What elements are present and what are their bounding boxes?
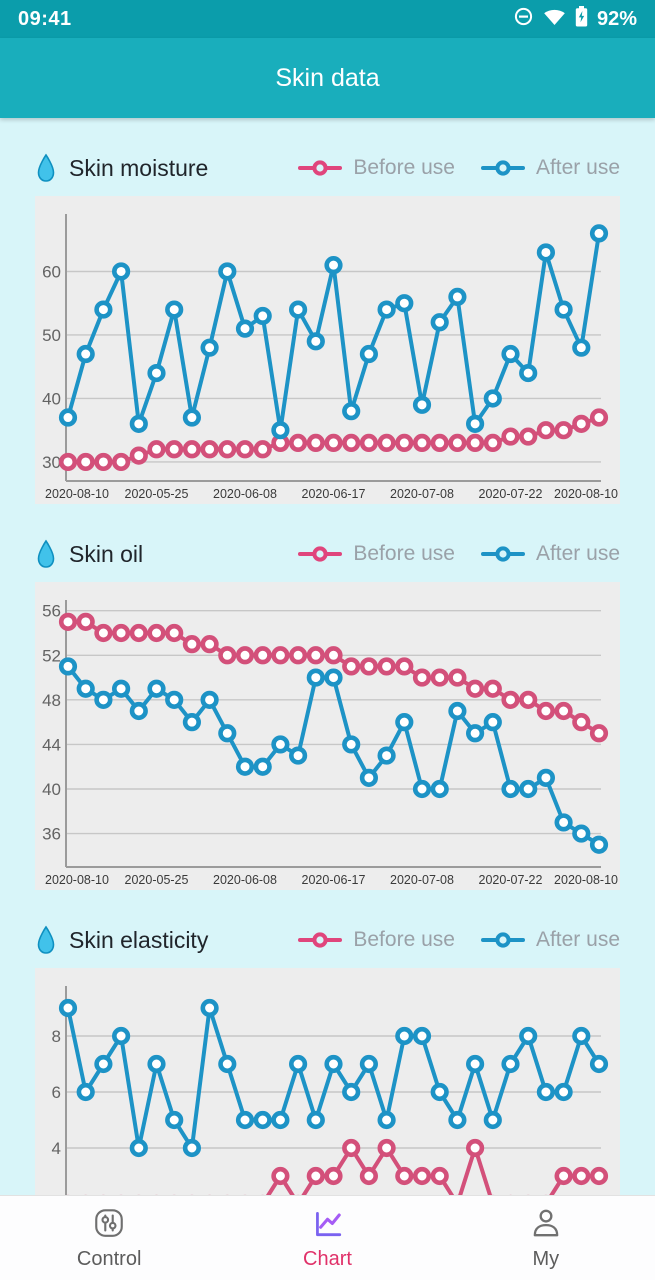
section-header: Skin oil Before use After use (35, 531, 620, 577)
svg-text:2020-08-10: 2020-08-10 (45, 873, 109, 887)
legend-before-swatch (298, 546, 343, 562)
section-title: Skin elasticity (69, 926, 209, 953)
person-icon (529, 1206, 563, 1245)
skin-oil-chart: 36 40 44 48 52 56 2020-08-10 2020-05-25 2020-06-… (35, 582, 620, 890)
svg-text:48: 48 (42, 691, 61, 710)
skin-moisture-section: Skin moisture Before use After use 30 40 5… (35, 145, 620, 504)
app-bar: Skin data (0, 38, 655, 118)
svg-text:2020-07-22: 2020-07-22 (479, 873, 543, 887)
svg-text:2020-06-08: 2020-06-08 (213, 487, 277, 501)
water-drop-icon (35, 153, 57, 183)
control-sliders-icon (92, 1206, 126, 1245)
svg-text:2020-06-08: 2020-06-08 (213, 873, 277, 887)
line-chart: 30 40 50 60 2020-08-10 2020-05-25 2020-06-08 20… (42, 214, 618, 501)
battery-percent: 92% (596, 7, 637, 30)
do-not-disturb-icon (513, 6, 534, 32)
svg-text:2020-05-25: 2020-05-25 (125, 873, 189, 887)
nav-label-my: My (532, 1247, 560, 1270)
battery-charging-icon (575, 6, 588, 32)
svg-text:6: 6 (52, 1083, 61, 1102)
svg-text:36: 36 (42, 825, 61, 844)
page-title: Skin data (275, 63, 380, 92)
wifi-icon (543, 7, 566, 31)
svg-text:2020-07-22: 2020-07-22 (479, 487, 543, 501)
legend-before-swatch (298, 932, 343, 948)
bottom-navigation: Control Chart My (0, 1195, 655, 1280)
legend-after: After use (480, 542, 620, 566)
legend-before: Before use (298, 156, 455, 180)
nav-label-control: Control (76, 1247, 142, 1270)
svg-text:2020-06-17: 2020-06-17 (302, 873, 366, 887)
section-title: Skin oil (69, 540, 144, 567)
svg-text:52: 52 (42, 646, 61, 665)
svg-text:44: 44 (42, 735, 61, 754)
status-time: 09:41 (18, 7, 72, 30)
svg-text:2020-05-25: 2020-05-25 (125, 487, 189, 501)
legend-after-label: After use (535, 928, 620, 951)
legend-after: After use (480, 156, 620, 180)
water-drop-icon (35, 539, 57, 569)
svg-text:30: 30 (42, 453, 61, 472)
svg-text:2020-08-10: 2020-08-10 (45, 487, 109, 501)
svg-text:60: 60 (42, 262, 61, 281)
svg-text:50: 50 (42, 326, 61, 345)
legend-after-swatch (480, 546, 525, 562)
water-drop-icon (35, 925, 57, 955)
line-chart-icon (310, 1206, 344, 1245)
skin-oil-section: Skin oil Before use After use 36 40 44 48 52… (35, 531, 620, 890)
legend-after-swatch (480, 160, 525, 176)
nav-item-control[interactable]: Control (0, 1196, 218, 1280)
svg-text:8: 8 (52, 1027, 61, 1046)
section-header: Skin moisture Before use After use (35, 145, 620, 191)
legend-after-label: After use (535, 542, 620, 565)
legend-after-label: After use (535, 156, 620, 179)
legend-before-label: Before use (353, 928, 455, 951)
legend-before: Before use (298, 542, 455, 566)
svg-text:4: 4 (52, 1139, 61, 1158)
status-bar: 09:41 92% (0, 0, 655, 38)
svg-text:56: 56 (42, 602, 61, 621)
svg-text:2020-07-08: 2020-07-08 (390, 873, 454, 887)
skin-moisture-chart: 30 40 50 60 2020-08-10 2020-05-25 2020-06-08 20… (35, 196, 620, 504)
svg-text:2020-08-10: 2020-08-10 (554, 873, 618, 887)
nav-item-my[interactable]: My (437, 1196, 655, 1280)
legend-after: After use (480, 928, 620, 952)
legend-before-label: Before use (353, 542, 455, 565)
svg-text:2020-08-10: 2020-08-10 (554, 487, 618, 501)
nav-label-chart: Chart (303, 1247, 352, 1270)
nav-item-chart[interactable]: Chart (218, 1196, 436, 1280)
legend-after-swatch (480, 932, 525, 948)
chart-legend: Before use After use (298, 542, 620, 566)
legend-before-swatch (298, 160, 343, 176)
section-title: Skin moisture (69, 154, 209, 181)
svg-text:2020-06-17: 2020-06-17 (302, 487, 366, 501)
chart-legend: Before use After use (298, 156, 620, 180)
chart-legend: Before use After use (298, 928, 620, 952)
svg-text:2020-07-08: 2020-07-08 (390, 487, 454, 501)
legend-before-label: Before use (353, 156, 455, 179)
section-header: Skin elasticity Before use After use (35, 917, 620, 963)
legend-before: Before use (298, 928, 455, 952)
svg-text:40: 40 (42, 780, 61, 799)
svg-text:40: 40 (42, 389, 61, 408)
line-chart: 36 40 44 48 52 56 2020-08-10 2020-05-25 2020-06-… (42, 600, 618, 887)
